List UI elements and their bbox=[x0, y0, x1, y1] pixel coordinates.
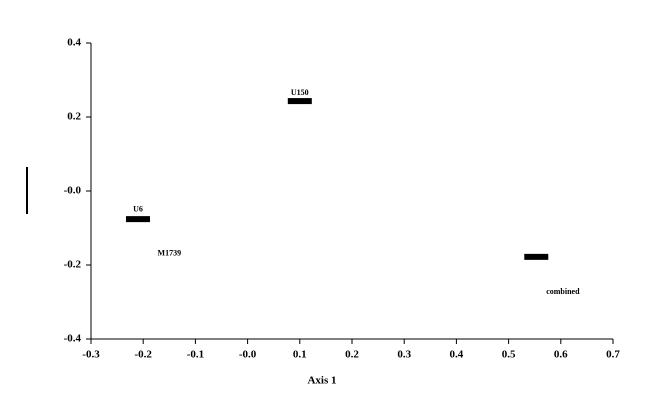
x-tick-label: -0.2 bbox=[134, 349, 152, 361]
y-tick-label: -0.0 bbox=[64, 185, 82, 197]
y-tick-label: 0.2 bbox=[67, 111, 81, 123]
x-tick-label: 0.5 bbox=[502, 349, 516, 361]
x-tick-label: 0.1 bbox=[293, 349, 307, 361]
x-tick-label: 0.3 bbox=[397, 349, 411, 361]
x-tick-label: 0.6 bbox=[554, 349, 568, 361]
point-cluster bbox=[287, 98, 312, 105]
x-tick-label: -0.1 bbox=[187, 349, 204, 361]
x-tick-label: -0.0 bbox=[239, 349, 257, 361]
x-tick-label: 0.2 bbox=[345, 349, 359, 361]
x-axis-title: Axis 1 bbox=[307, 375, 336, 387]
point-label: combined bbox=[546, 287, 580, 296]
x-tick-label: 0.4 bbox=[450, 349, 464, 361]
point-cluster bbox=[125, 216, 150, 223]
y-tick-label: -0.2 bbox=[64, 259, 82, 271]
point-label: M1739 bbox=[158, 249, 182, 258]
point-label: U6 bbox=[133, 205, 143, 214]
point-cluster bbox=[524, 253, 549, 260]
y-tick-label: -0.4 bbox=[64, 333, 82, 345]
y-tick-label: 0.4 bbox=[67, 37, 81, 49]
point-label: U150 bbox=[291, 88, 309, 97]
x-tick-label: 0.7 bbox=[606, 349, 620, 361]
x-tick-label: -0.3 bbox=[82, 349, 100, 361]
